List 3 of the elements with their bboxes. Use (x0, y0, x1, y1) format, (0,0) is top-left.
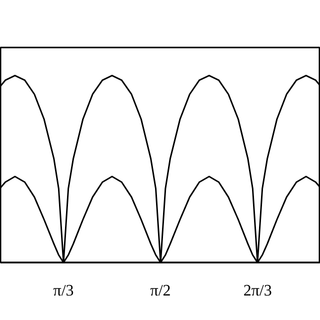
x-tick-label: π/2 (150, 282, 171, 300)
x-tick-label: π/3 (53, 282, 74, 300)
x-tick-label: 2π/3 (243, 282, 272, 300)
